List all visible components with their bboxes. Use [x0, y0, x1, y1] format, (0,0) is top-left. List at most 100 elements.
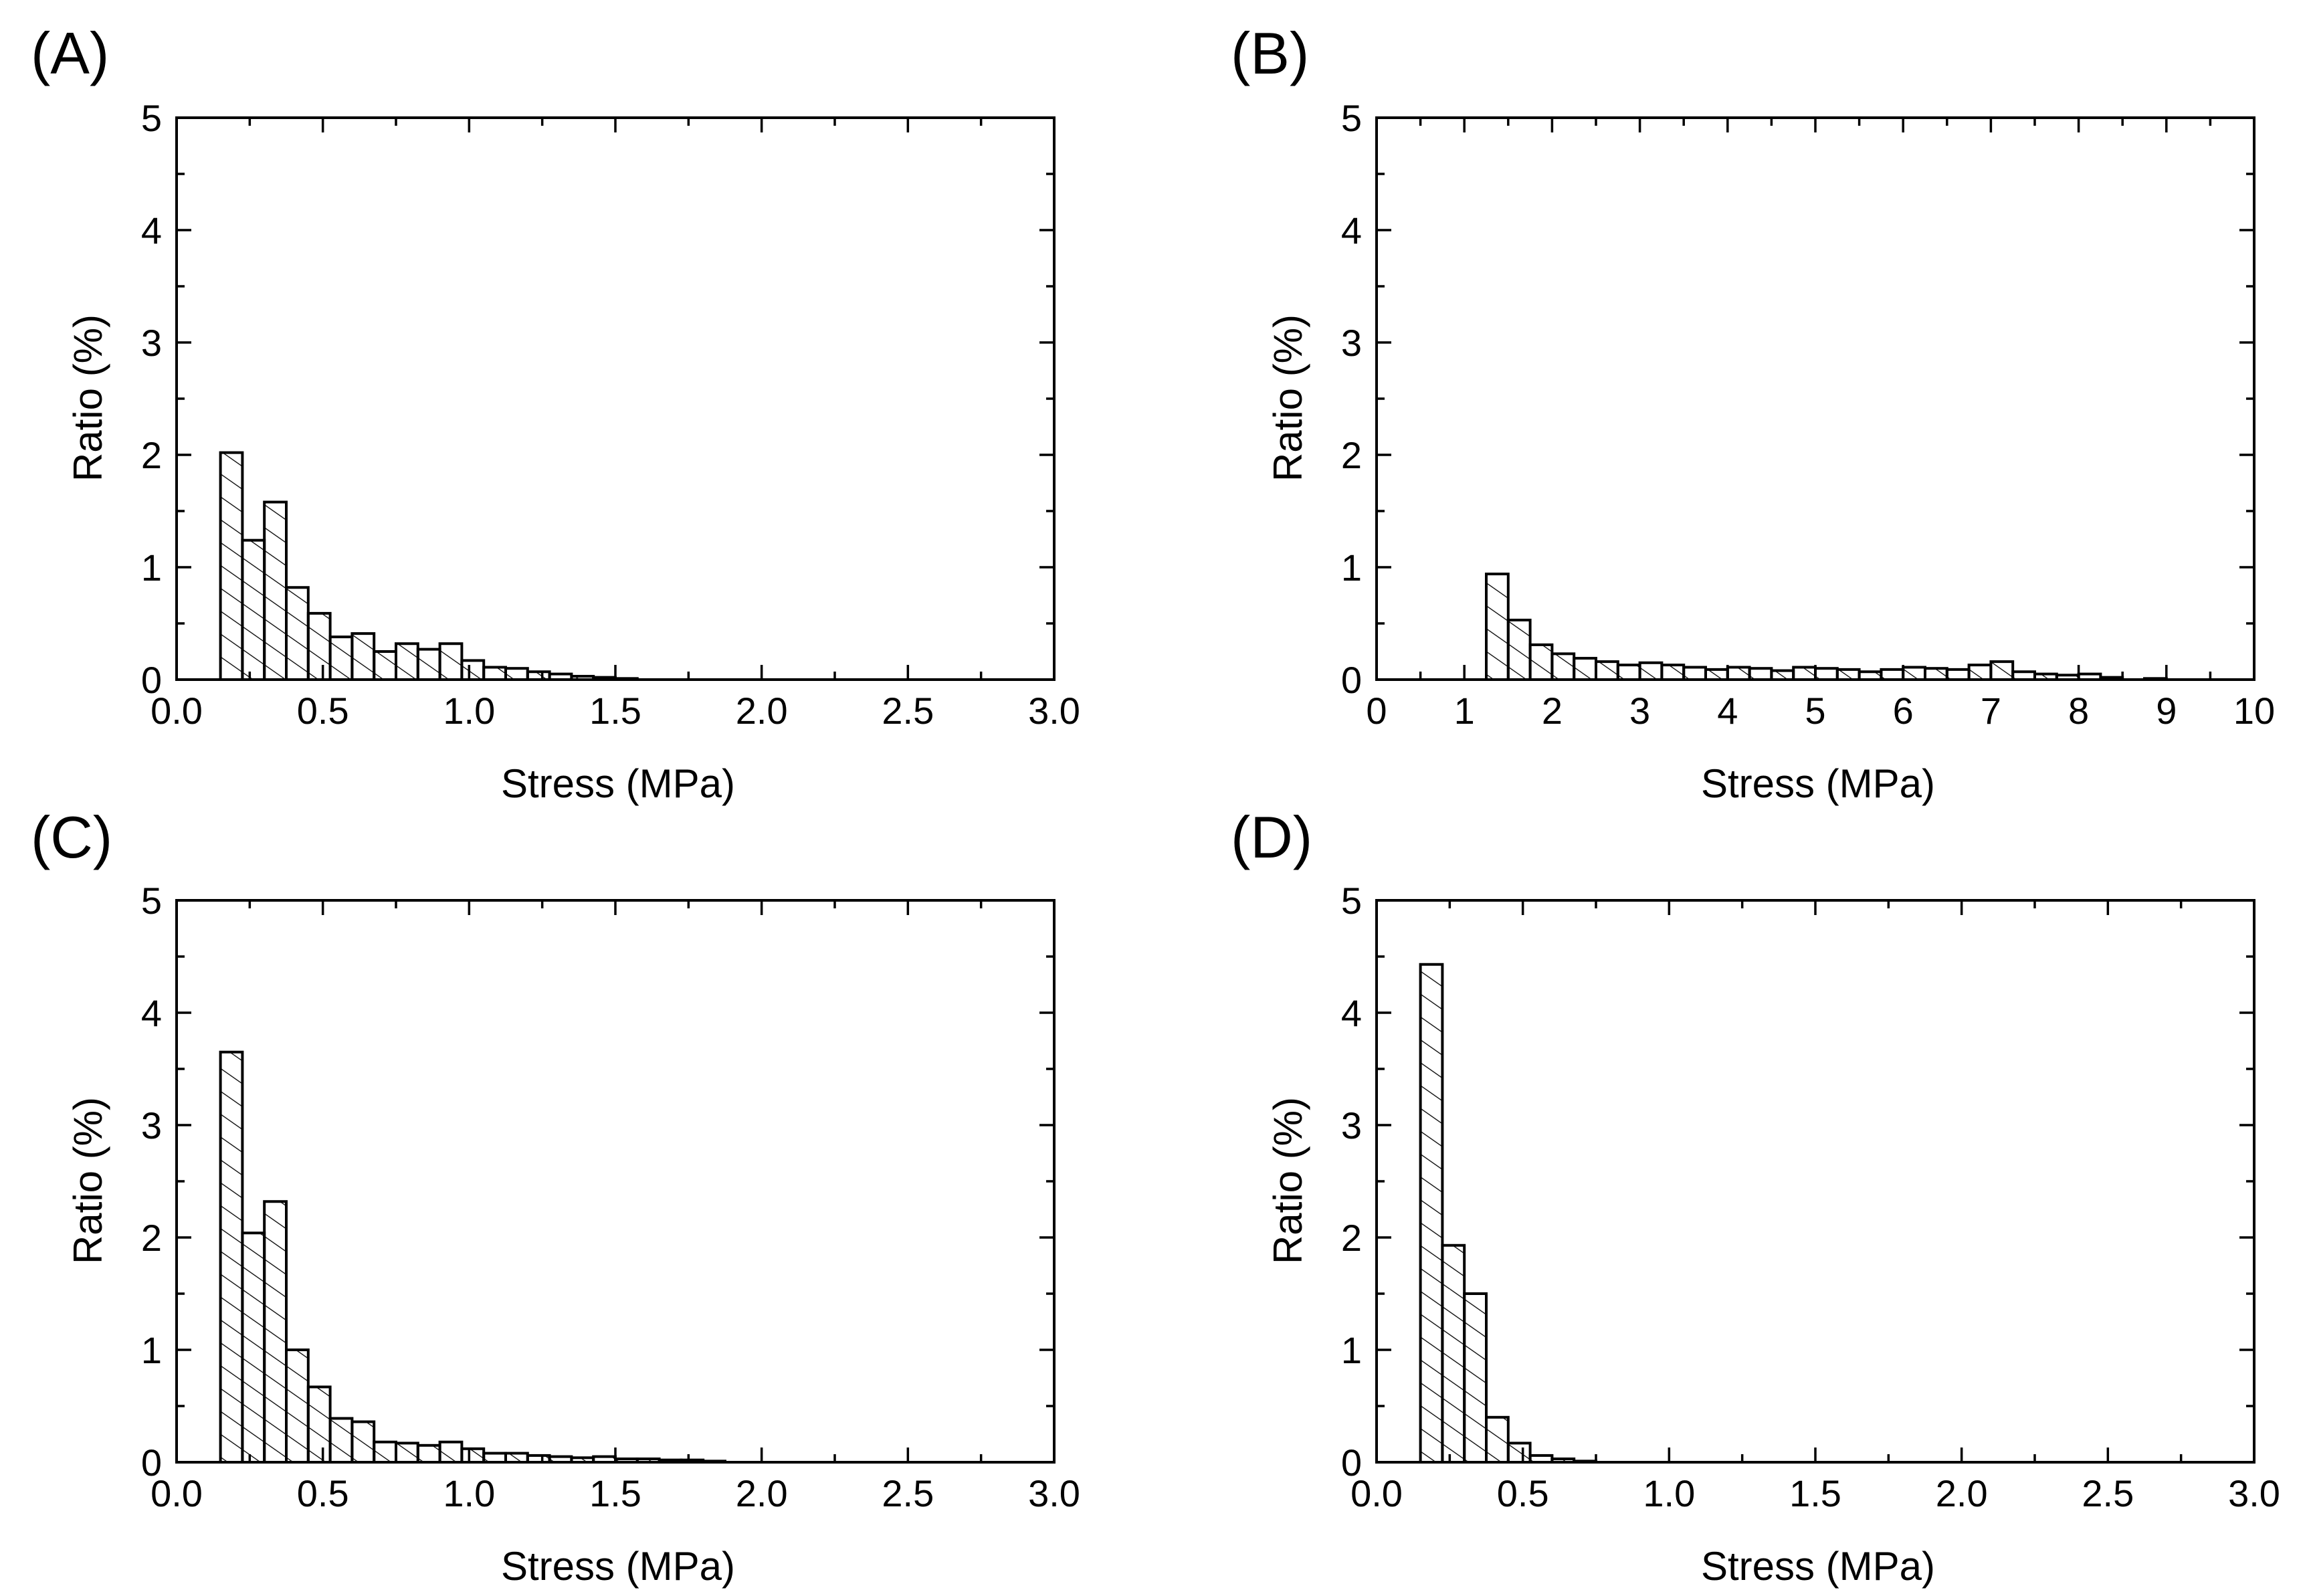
bar-b-3 — [1550, 652, 1576, 681]
y-tick-label-a-4: 4 — [141, 209, 162, 252]
y-tick-label-d-1: 1 — [1341, 1329, 1362, 1371]
bar-a-1 — [241, 538, 266, 681]
x-tick-label-b-6: 6 — [1893, 690, 1914, 732]
bar-c-12 — [482, 1452, 508, 1464]
bar-b-4 — [1573, 657, 1597, 682]
x-tick-label-d-4: 2.0 — [1936, 1472, 1988, 1514]
panel-c: (C) Ratio (%) Stress (MPa) 0.0 0.5 1.0 1.5 2… — [31, 804, 1080, 1589]
x-tick-label-b-2: 2 — [1542, 690, 1563, 732]
y-tick-label-c-1: 1 — [141, 1329, 162, 1371]
y-tick-label-a-1: 1 — [141, 546, 162, 589]
y-tick-label-b-1: 1 — [1341, 546, 1362, 589]
bar-b-14 — [1792, 666, 1817, 682]
bar-b-21 — [1945, 668, 1971, 682]
bar-a-13 — [504, 667, 529, 682]
y-tick-label-c-3: 3 — [141, 1104, 162, 1146]
bar-c-13 — [504, 1452, 529, 1464]
x-tick-label-a-2: 1.0 — [443, 690, 495, 732]
bar-a-2 — [263, 500, 288, 681]
x-tick-label-b-8: 8 — [2068, 690, 2089, 732]
panel-label-a: (A) — [31, 20, 109, 86]
bar-c-7 — [373, 1440, 398, 1464]
x-tick-label-a-0: 0.0 — [150, 690, 203, 732]
panel-label-c: (C) — [31, 804, 112, 870]
bar-a-12 — [482, 666, 508, 682]
bar-d-0 — [1419, 963, 1444, 1464]
x-tick-label-c-1: 0.5 — [297, 1472, 349, 1514]
bar-a-6 — [350, 632, 376, 681]
x-tick-label-d-2: 1.0 — [1643, 1472, 1695, 1514]
bar-c-11 — [460, 1447, 486, 1464]
bar-c-5 — [328, 1417, 354, 1464]
bar-a-8 — [395, 642, 419, 681]
y-tick-label-d-0: 0 — [1341, 1441, 1362, 1484]
bar-a-11 — [460, 659, 486, 682]
bar-b-12 — [1748, 667, 1773, 682]
bar-c-3 — [285, 1349, 310, 1464]
bar-c-9 — [416, 1443, 441, 1464]
x-tick-label-d-0: 0.0 — [1350, 1472, 1403, 1514]
bar-b-1 — [1506, 618, 1532, 682]
bar-a-7 — [373, 650, 398, 681]
x-axis-label-c: Stress (MPa) — [501, 1544, 735, 1589]
bar-d-2 — [1463, 1292, 1488, 1464]
x-tick-label-d-1: 0.5 — [1497, 1472, 1549, 1514]
bar-a-4 — [306, 611, 332, 682]
x-tick-label-c-2: 1.0 — [443, 1472, 495, 1514]
bar-d-4 — [1506, 1441, 1532, 1464]
x-tick-label-b-3: 3 — [1629, 690, 1650, 732]
y-tick-label-c-4: 4 — [141, 992, 162, 1034]
bar-c-1 — [241, 1231, 266, 1464]
bar-c-10 — [438, 1440, 464, 1464]
bar-b-2 — [1528, 643, 1554, 681]
y-tick-label-d-3: 3 — [1341, 1104, 1362, 1146]
y-tick-label-a-3: 3 — [141, 322, 162, 364]
bar-d-1 — [1441, 1243, 1466, 1464]
x-tick-label-b-9: 9 — [2156, 690, 2177, 732]
y-axis-label-c: Ratio (%) — [66, 1097, 110, 1264]
y-axis-label-b: Ratio (%) — [1266, 314, 1310, 482]
x-tick-label-c-0: 0.0 — [150, 1472, 203, 1514]
x-axis-label-b: Stress (MPa) — [1701, 761, 1935, 806]
y-axis-label-a: Ratio (%) — [66, 314, 110, 482]
x-tick-label-b-10: 10 — [2233, 690, 2275, 732]
bar-b-5 — [1595, 660, 1619, 681]
bar-b-9 — [1682, 666, 1707, 682]
panel-d: (D) Ratio (%) Stress (MPa) 0.0 0.5 1.0 1.5 2… — [1231, 804, 2280, 1589]
x-axis-label-a: Stress (MPa) — [501, 761, 735, 806]
bar-b-6 — [1616, 664, 1641, 681]
y-tick-label-b-2: 2 — [1341, 434, 1362, 476]
x-tick-label-b-1: 1 — [1454, 690, 1475, 732]
panel-a: (A) Ratio (%) Stress (MPa) 0.0 0.5 1.0 1.5 2… — [31, 20, 1080, 806]
y-tick-label-d-5: 5 — [1341, 880, 1362, 922]
y-tick-label-a-2: 2 — [141, 434, 162, 476]
bar-b-23 — [1989, 660, 2015, 681]
y-tick-label-b-3: 3 — [1341, 322, 1362, 364]
y-tick-label-d-2: 2 — [1341, 1217, 1362, 1259]
bar-d-3 — [1485, 1415, 1510, 1464]
x-tick-label-d-6: 3.0 — [2228, 1472, 2280, 1514]
x-tick-label-d-5: 2.5 — [2082, 1472, 2134, 1514]
bar-a-0 — [219, 451, 244, 681]
bar-b-11 — [1726, 666, 1751, 682]
bar-c-8 — [395, 1441, 419, 1464]
bar-b-20 — [1924, 667, 1948, 682]
y-tick-label-b-5: 5 — [1341, 97, 1362, 139]
bar-b-0 — [1485, 573, 1510, 682]
panel-label-d: (D) — [1231, 804, 1312, 870]
y-tick-label-d-4: 4 — [1341, 992, 1362, 1034]
x-tick-label-c-3: 1.5 — [589, 1472, 641, 1514]
bar-b-15 — [1814, 667, 1839, 682]
bar-b-22 — [1967, 664, 1993, 681]
x-tick-label-a-3: 1.5 — [589, 690, 641, 732]
x-tick-label-a-4: 2.0 — [736, 690, 788, 732]
x-tick-label-a-1: 0.5 — [297, 690, 349, 732]
y-tick-label-a-5: 5 — [141, 97, 162, 139]
bar-c-4 — [306, 1385, 332, 1464]
y-tick-label-b-0: 0 — [1341, 659, 1362, 701]
y-tick-label-a-0: 0 — [141, 659, 162, 701]
bar-b-19 — [1902, 666, 1926, 682]
y-tick-label-b-4: 4 — [1341, 209, 1362, 252]
bar-c-6 — [350, 1420, 376, 1464]
x-tick-label-b-0: 0 — [1366, 690, 1387, 732]
